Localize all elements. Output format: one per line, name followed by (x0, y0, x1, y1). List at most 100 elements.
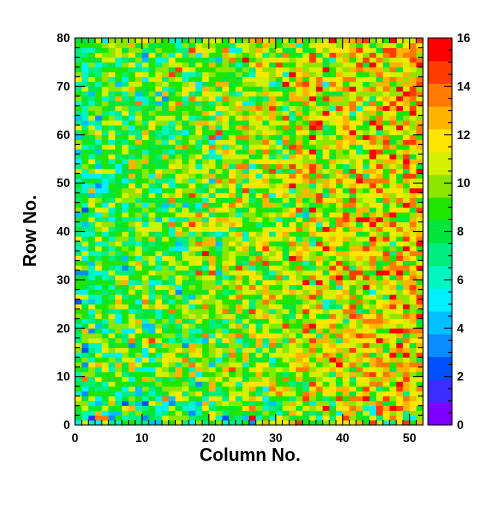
heatmap-cell (242, 67, 250, 73)
heatmap-cell (195, 260, 203, 266)
heatmap-cell (175, 183, 183, 189)
heatmap-cell (101, 187, 109, 194)
heatmap-cell (108, 149, 116, 155)
heatmap-cell (322, 231, 330, 237)
heatmap-cell (95, 226, 103, 232)
heatmap-cell (396, 139, 404, 145)
heatmap-cell (302, 415, 310, 421)
heatmap-cell (342, 38, 350, 44)
heatmap-cell (235, 270, 243, 276)
heatmap-cell (182, 391, 190, 397)
heatmap-cell (336, 405, 344, 411)
heatmap-cell (141, 125, 149, 131)
heatmap-cell (195, 241, 203, 247)
heatmap-cell (242, 313, 250, 319)
heatmap-cell (315, 395, 323, 402)
heatmap-cell (108, 323, 116, 329)
heatmap-cell (95, 386, 103, 392)
heatmap-cell (222, 149, 230, 155)
heatmap-cell (396, 420, 404, 426)
heatmap-cell (376, 183, 384, 189)
heatmap-cell (282, 129, 290, 136)
heatmap-cell (228, 299, 236, 305)
heatmap-cell (215, 163, 223, 169)
heatmap-cell (242, 91, 250, 97)
heatmap-cell (329, 420, 337, 426)
heatmap-cell (336, 362, 344, 368)
heatmap-cell (362, 391, 370, 397)
heatmap-cell (242, 173, 250, 179)
heatmap-cell (382, 197, 390, 203)
heatmap-cell (396, 376, 404, 382)
heatmap-cell (356, 236, 364, 242)
heatmap-cell (336, 420, 344, 426)
heatmap-cell (81, 400, 89, 406)
heatmap-cell (295, 110, 303, 116)
heatmap-cell (88, 275, 96, 281)
heatmap-cell (222, 81, 230, 87)
heatmap-cell (108, 294, 116, 300)
heatmap-cell (302, 304, 310, 310)
heatmap-cell (101, 279, 109, 286)
heatmap-cell (309, 96, 317, 102)
heatmap-cell (135, 366, 143, 373)
heatmap-cell (382, 154, 390, 160)
heatmap-cell (175, 236, 183, 242)
heatmap-cell (262, 250, 270, 257)
heatmap-cell (101, 115, 109, 121)
heatmap-cell (376, 62, 384, 68)
heatmap-cell (249, 221, 257, 228)
heatmap-cell (396, 120, 404, 126)
heatmap-cell (309, 139, 317, 145)
heatmap-cell (141, 328, 149, 334)
heatmap-cell (188, 420, 196, 426)
heatmap-cell (315, 96, 323, 102)
heatmap-cell (295, 284, 303, 290)
heatmap-cell (81, 221, 89, 228)
heatmap-cell (349, 362, 357, 368)
heatmap-cell (402, 183, 410, 189)
heatmap-cell (356, 62, 364, 68)
heatmap-cell (128, 342, 136, 348)
heatmap-cell (382, 192, 390, 198)
heatmap-cell (409, 38, 417, 44)
heatmap-cell (115, 284, 123, 290)
heatmap-cell (269, 149, 277, 155)
heatmap-cell (235, 260, 243, 266)
color-scale-label: 6 (457, 273, 464, 287)
heatmap-cell (115, 342, 123, 348)
heatmap-cell (275, 304, 283, 310)
heatmap-cell (148, 120, 156, 126)
heatmap-cell (289, 100, 297, 107)
heatmap-cell (342, 183, 350, 189)
heatmap-cell (349, 173, 357, 179)
heatmap-cell (275, 255, 283, 261)
heatmap-cell (101, 357, 109, 363)
color-scale-label: 0 (457, 418, 464, 432)
heatmap-cell (249, 415, 257, 421)
heatmap-cell (175, 270, 183, 276)
heatmap-cell (309, 86, 317, 92)
heatmap-cell (416, 352, 424, 358)
heatmap-cell (101, 207, 109, 213)
heatmap-cell (108, 313, 116, 319)
heatmap-cell (389, 279, 397, 286)
heatmap-cell (115, 221, 123, 228)
heatmap-cell (208, 362, 216, 368)
heatmap-cell (289, 212, 297, 218)
heatmap-cell (289, 362, 297, 368)
heatmap-cell (222, 420, 230, 426)
heatmap-cell (195, 57, 203, 63)
heatmap-cell (336, 47, 344, 53)
heatmap-cell (228, 241, 236, 247)
heatmap-cell (141, 67, 149, 73)
heatmap-cell (235, 308, 243, 315)
heatmap-cell (215, 187, 223, 194)
heatmap-cell (402, 149, 410, 155)
heatmap-cell (369, 163, 377, 169)
heatmap-cell (115, 323, 123, 329)
heatmap-cell (362, 158, 370, 165)
heatmap-cell (88, 352, 96, 358)
heatmap-cell (262, 323, 270, 329)
heatmap-cell (242, 202, 250, 208)
